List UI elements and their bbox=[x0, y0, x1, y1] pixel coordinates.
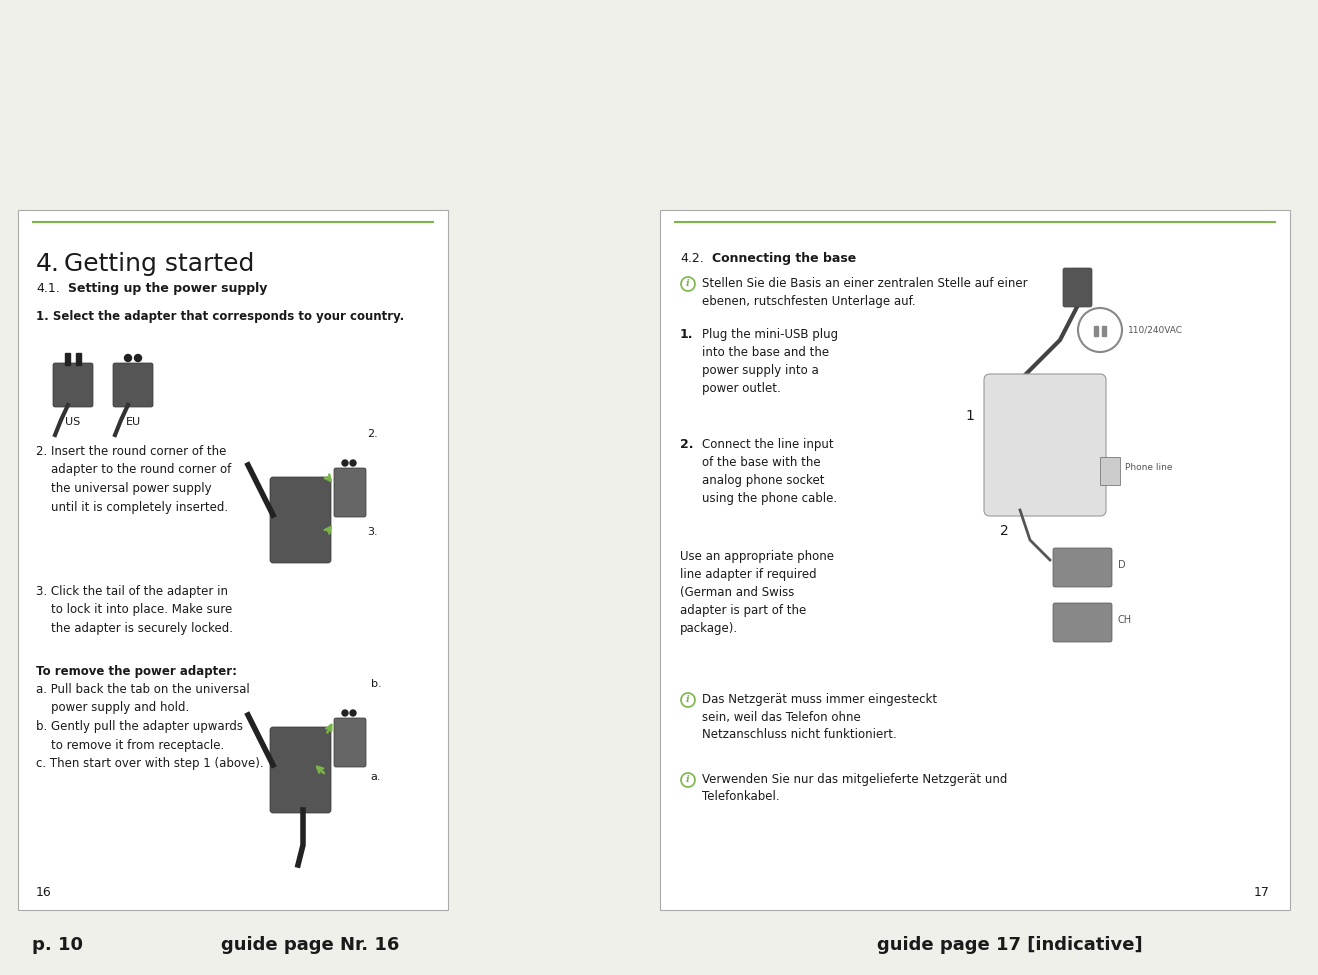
Circle shape bbox=[341, 460, 348, 466]
Circle shape bbox=[351, 460, 356, 466]
Bar bbox=[660, 210, 1290, 910]
Text: Plug the mini-USB plug
into the base and the
power supply into a
power outlet.: Plug the mini-USB plug into the base and… bbox=[702, 328, 838, 395]
Text: a. Pull back the tab on the universal
    power supply and hold.
b. Gently pull : a. Pull back the tab on the universal po… bbox=[36, 683, 264, 770]
Bar bbox=[1102, 326, 1106, 336]
Bar bbox=[65, 353, 70, 365]
Text: 16: 16 bbox=[36, 886, 51, 899]
Text: Setting up the power supply: Setting up the power supply bbox=[69, 282, 268, 295]
Text: D: D bbox=[1118, 560, 1126, 570]
Bar bbox=[18, 210, 448, 910]
Text: guide page Nr. 16: guide page Nr. 16 bbox=[221, 936, 399, 954]
FancyBboxPatch shape bbox=[333, 718, 366, 767]
Text: i: i bbox=[687, 695, 689, 705]
Text: guide page 17 [indicative]: guide page 17 [indicative] bbox=[878, 936, 1143, 954]
Text: CH: CH bbox=[1118, 615, 1132, 625]
Text: 4.2.: 4.2. bbox=[680, 252, 704, 265]
Text: Connect the line input
of the base with the
analog phone socket
using the phone : Connect the line input of the base with … bbox=[702, 438, 837, 505]
Bar bbox=[1094, 326, 1098, 336]
Circle shape bbox=[124, 355, 132, 362]
FancyBboxPatch shape bbox=[1053, 548, 1112, 587]
Text: Verwenden Sie nur das mitgelieferte Netzgerät und
Telefonkabel.: Verwenden Sie nur das mitgelieferte Netz… bbox=[702, 773, 1007, 803]
Text: 110/240VAC: 110/240VAC bbox=[1128, 326, 1184, 334]
Text: 3. Click the tail of the adapter in
    to lock it into place. Make sure
    the: 3. Click the tail of the adapter in to l… bbox=[36, 585, 233, 635]
Text: Phone line: Phone line bbox=[1126, 463, 1173, 472]
Bar bbox=[1101, 457, 1120, 485]
FancyBboxPatch shape bbox=[53, 363, 94, 407]
Circle shape bbox=[341, 710, 348, 716]
Text: US: US bbox=[66, 417, 80, 427]
Text: 2.: 2. bbox=[680, 438, 693, 451]
Text: b.: b. bbox=[370, 679, 381, 689]
Text: 1: 1 bbox=[965, 409, 974, 423]
FancyBboxPatch shape bbox=[333, 468, 366, 517]
Text: 4.1.: 4.1. bbox=[36, 282, 59, 295]
Text: 4.: 4. bbox=[36, 252, 61, 276]
Bar bbox=[76, 353, 80, 365]
Circle shape bbox=[351, 710, 356, 716]
Text: Getting started: Getting started bbox=[65, 252, 254, 276]
Text: a.: a. bbox=[370, 772, 381, 782]
Text: 17: 17 bbox=[1255, 886, 1271, 899]
Text: To remove the power adapter:: To remove the power adapter: bbox=[36, 665, 237, 678]
Text: 2: 2 bbox=[1000, 524, 1008, 538]
FancyBboxPatch shape bbox=[113, 363, 153, 407]
Text: i: i bbox=[687, 280, 689, 289]
FancyBboxPatch shape bbox=[1053, 603, 1112, 642]
Circle shape bbox=[134, 355, 141, 362]
FancyBboxPatch shape bbox=[270, 727, 331, 813]
Text: EU: EU bbox=[125, 417, 141, 427]
FancyBboxPatch shape bbox=[270, 477, 331, 563]
Text: 3.: 3. bbox=[368, 527, 378, 537]
Text: p. 10: p. 10 bbox=[32, 936, 83, 954]
Text: Das Netzgerät muss immer eingesteckt
sein, weil das Telefon ohne
Netzanschluss n: Das Netzgerät muss immer eingesteckt sei… bbox=[702, 693, 937, 741]
Text: Connecting the base: Connecting the base bbox=[712, 252, 857, 265]
Text: Use an appropriate phone
line adapter if required
(German and Swiss
adapter is p: Use an appropriate phone line adapter if… bbox=[680, 550, 834, 635]
FancyBboxPatch shape bbox=[985, 374, 1106, 516]
Text: 1.: 1. bbox=[680, 328, 693, 341]
Text: i: i bbox=[687, 775, 689, 785]
FancyBboxPatch shape bbox=[1064, 268, 1093, 307]
Text: Stellen Sie die Basis an einer zentralen Stelle auf einer
ebenen, rutschfesten U: Stellen Sie die Basis an einer zentralen… bbox=[702, 277, 1028, 307]
Text: 2. Insert the round corner of the
    adapter to the round corner of
    the uni: 2. Insert the round corner of the adapte… bbox=[36, 445, 231, 514]
Text: 2.: 2. bbox=[368, 429, 378, 439]
Text: 1. Select the adapter that corresponds to your country.: 1. Select the adapter that corresponds t… bbox=[36, 310, 405, 323]
